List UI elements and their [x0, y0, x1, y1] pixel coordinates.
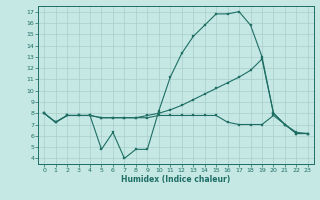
X-axis label: Humidex (Indice chaleur): Humidex (Indice chaleur): [121, 175, 231, 184]
